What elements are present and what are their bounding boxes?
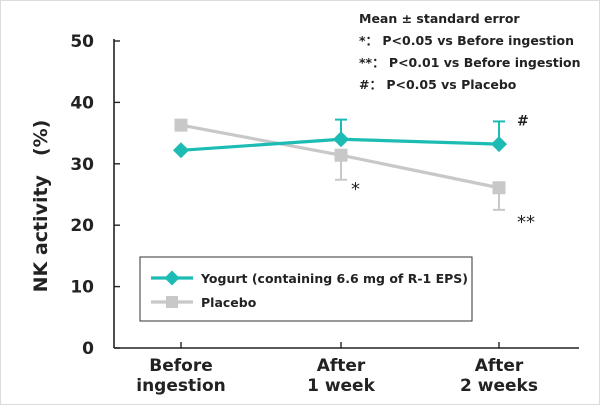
stat-note: #： P<0.05 vs Placebo bbox=[359, 77, 517, 92]
data-point bbox=[491, 136, 507, 153]
data-point bbox=[174, 118, 188, 132]
data-point bbox=[492, 181, 506, 195]
legend-swatch-marker bbox=[166, 296, 178, 308]
significance-annotations: ***# bbox=[351, 113, 535, 232]
x-tick-label: 2 weeks bbox=[460, 376, 538, 396]
y-tick-label: 30 bbox=[70, 155, 94, 175]
stat-note: Mean ± standard error bbox=[359, 11, 520, 26]
data-point bbox=[334, 148, 348, 162]
y-axis-label: NK activity (%) bbox=[30, 120, 52, 293]
series-placebo bbox=[174, 118, 506, 211]
stat-note: **： P<0.01 vs Before ingestion bbox=[359, 55, 581, 70]
y-tick-label: 0 bbox=[82, 339, 94, 359]
legend-swatch-marker bbox=[164, 270, 180, 286]
x-tick-label: Before bbox=[149, 356, 212, 376]
axes bbox=[113, 39, 579, 349]
series-layer bbox=[173, 118, 507, 211]
x-tick-label: After bbox=[475, 356, 524, 376]
significance-mark: # bbox=[517, 113, 529, 129]
legend-label: Placebo bbox=[201, 295, 257, 310]
stat-note: *： P<0.05 vs Before ingestion bbox=[359, 33, 574, 48]
legend-box bbox=[139, 256, 473, 322]
data-point bbox=[333, 131, 349, 148]
x-tick-label: After bbox=[317, 356, 366, 376]
x-tick-label: ingestion bbox=[136, 376, 225, 396]
y-ticks: 0 10 20 30 40 50 bbox=[70, 32, 120, 359]
stat-notes: Mean ± standard error *： P<0.05 vs Before… bbox=[359, 11, 581, 92]
y-tick-label: 20 bbox=[70, 216, 94, 236]
y-tick-label: 40 bbox=[70, 93, 94, 113]
legend-label: Yogurt (containing 6.6 mg of R-1 EPS) bbox=[200, 271, 468, 286]
x-tick-label: 1 week bbox=[307, 376, 376, 396]
y-tick-label: 50 bbox=[70, 32, 94, 52]
series-yogurt bbox=[173, 118, 507, 159]
significance-mark: ** bbox=[517, 212, 535, 233]
data-point bbox=[173, 142, 189, 159]
y-tick-label: 10 bbox=[70, 278, 94, 298]
legend: Yogurt (containing 6.6 mg of R-1 EPS) Pla… bbox=[139, 256, 473, 322]
significance-mark: * bbox=[351, 179, 360, 200]
